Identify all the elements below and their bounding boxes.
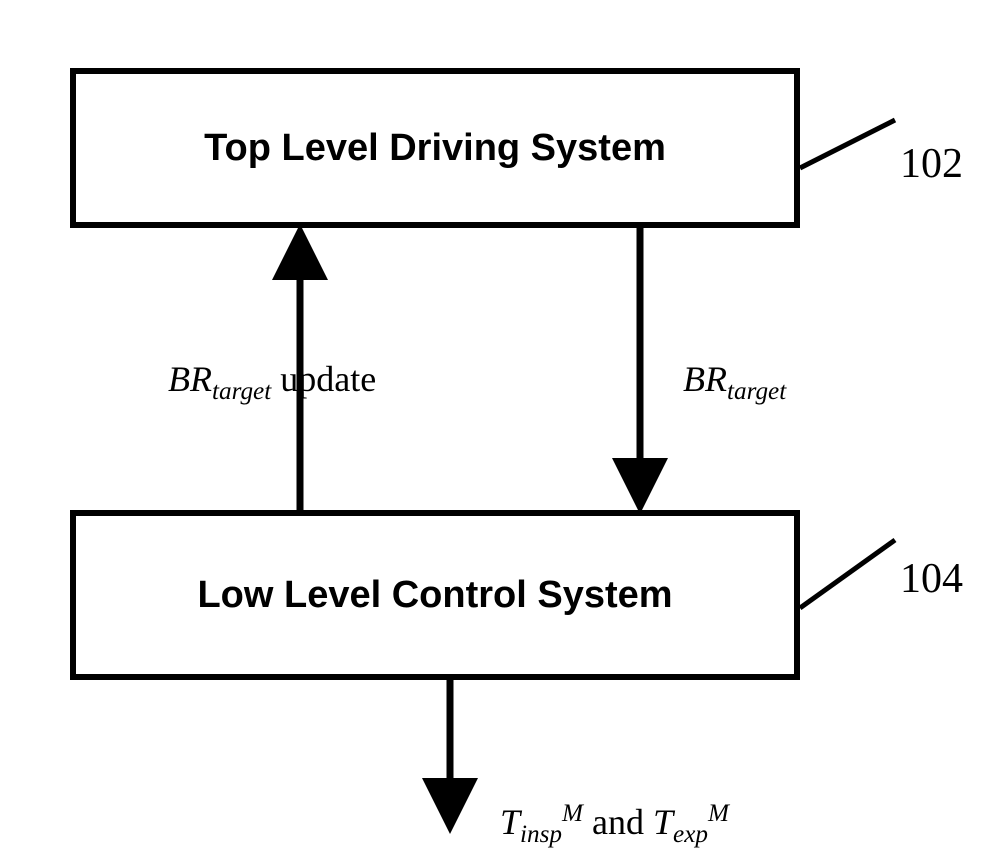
top-level-box-label: Top Level Driving System bbox=[204, 127, 666, 170]
edge-label-br-target-update: BRtarget update bbox=[168, 358, 376, 406]
block-diagram: Top Level Driving System Low Level Contr… bbox=[0, 0, 1000, 866]
edge-label-br-target: BRtarget bbox=[683, 358, 786, 406]
reference-number-104: 104 bbox=[900, 555, 963, 603]
low-level-box-label: Low Level Control System bbox=[197, 574, 672, 617]
edge-label-output: TinspM and TexpM bbox=[500, 800, 729, 849]
leader-line-top bbox=[800, 120, 895, 168]
top-level-box: Top Level Driving System bbox=[70, 68, 800, 228]
reference-number-102: 102 bbox=[900, 140, 963, 188]
low-level-box: Low Level Control System bbox=[70, 510, 800, 680]
leader-line-bottom bbox=[800, 540, 895, 608]
